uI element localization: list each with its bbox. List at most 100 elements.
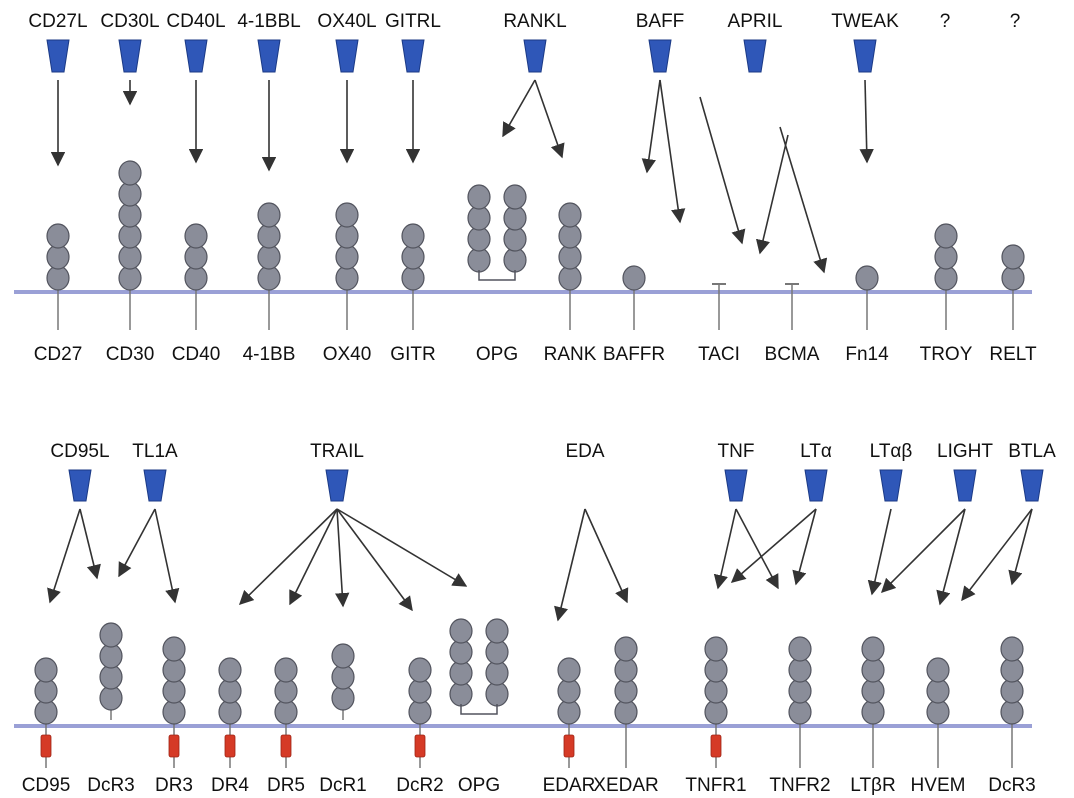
top-ligand-label-tweak: TWEAK: [831, 11, 899, 32]
top-receptor-label-rank: RANK: [544, 344, 597, 365]
bottom-receptor-label-dcr3: DcR3: [988, 775, 1036, 796]
top-ligand-label-cd30l: CD30L: [100, 11, 159, 32]
bottom-receptor-dr5-4: [274, 657, 298, 768]
bottom-receptor-dr4-3: [218, 657, 242, 768]
bottom-ligand-label-light: LIGHT: [937, 441, 993, 462]
receptor-domain: [118, 160, 142, 186]
bottom-receptor-tnfr2-11: [788, 636, 812, 768]
top-receptor-label-baffr: BAFFR: [603, 344, 665, 365]
top-receptor-label-opg: OPG: [476, 344, 518, 365]
death-domain: [563, 734, 575, 758]
bottom-binding-arrow-b3-s4: [238, 508, 338, 606]
death-domain: [280, 734, 292, 758]
receptor-domain: [622, 265, 646, 291]
bottom-receptor-label-edar: EDAR: [543, 775, 596, 796]
bottom-receptor-edar-8: [557, 657, 581, 768]
dimer-link: [478, 270, 516, 281]
receptor-domain: [467, 205, 491, 231]
dimer-link: [460, 704, 498, 715]
death-domain: [168, 734, 180, 758]
top-receptor-cd27-0: [46, 223, 70, 330]
bottom-binding-arrow-b3-s7: [336, 508, 413, 612]
top-receptor-label-relt: RELT: [989, 344, 1037, 365]
receptor-domain: [99, 622, 123, 648]
bottom-receptor-hvem-13: [926, 657, 950, 768]
bottom-receptor-opg-7: [449, 618, 509, 715]
top-ligand-label-4-1bbl: 4-1BBL: [237, 11, 300, 32]
bottom-receptor-label-cd95: CD95: [22, 775, 71, 796]
bottom-receptor-dcr3-1: [99, 622, 123, 720]
top-receptor-ox40-4: [335, 202, 359, 330]
bottom-receptor-dcr3-14: [1000, 636, 1024, 768]
receptor-domain: [184, 223, 208, 249]
bottom-ligand-icon-light: [953, 469, 977, 502]
bottom-receptor-tnfr1-10: [704, 636, 728, 768]
top-receptor-label-cd27: CD27: [34, 344, 83, 365]
bottom-receptor-cd95-0: [34, 657, 58, 768]
bottom-binding-arrow-b7-s13: [867, 508, 892, 596]
death-domain: [710, 734, 722, 758]
receptor-domain: [1000, 636, 1024, 662]
top-ligand-label-cd27l: CD27L: [28, 11, 87, 32]
top-receptor-label-fn14: Fn14: [845, 344, 889, 365]
top-receptor-label-bcma: BCMA: [765, 344, 820, 365]
receptors: [34, 160, 1025, 768]
bottom-ligand-icon-trail: [325, 469, 349, 502]
labels: CD27L CD30L CD40L 4-1BBL OX40L GITRL RANKL BAFF…: [22, 11, 1056, 796]
receptor-domain: [118, 244, 142, 270]
death-domain: [414, 734, 426, 758]
top-receptor-4-1bb-3: [257, 202, 281, 330]
receptor-domain: [788, 636, 812, 662]
bottom-binding-arrow-b8-s14: [936, 508, 966, 606]
top-ligand-icon-cd27l: [46, 39, 70, 73]
bottom-receptor-label-ltbetar: LTβR: [850, 775, 895, 796]
top-binding-arrow-l10-r12: [859, 79, 874, 164]
top-ligand-label-baff: BAFF: [636, 11, 685, 32]
bottom-binding-arrow-b2-s3: [154, 508, 180, 604]
receptor-domain: [118, 181, 142, 207]
receptor-domain: [503, 184, 527, 210]
bottom-ligand-label-tl1a: TL1A: [132, 441, 178, 462]
bottom-binding-arrow-b3-s8: [336, 508, 468, 587]
receptor-domain: [118, 202, 142, 228]
receptor-domain: [162, 636, 186, 662]
bottom-ligand-icon-ltalphabeta: [879, 469, 903, 502]
top-ligand-icon-baff: [648, 39, 672, 73]
receptor-domain: [46, 244, 70, 270]
top-binding-arrow-l9-r10: [755, 134, 789, 255]
top-ligand-label-april: APRIL: [728, 11, 783, 32]
receptor-domain: [558, 223, 582, 249]
top-binding-arrow-l7-r8: [534, 79, 565, 159]
receptor-domain: [467, 184, 491, 210]
receptor-domain: [335, 244, 359, 270]
receptor-domain: [274, 657, 298, 683]
top-ligand-icon-cd30l: [118, 39, 142, 73]
bottom-binding-arrow-b4-s9: [554, 508, 586, 622]
bottom-receptor-label-dr4: DR4: [211, 775, 249, 796]
receptor-domain: [218, 657, 242, 683]
receptor-domain: [184, 244, 208, 270]
receptor-domain: [861, 636, 885, 662]
bottom-receptor-label-xedar: XEDAR: [593, 775, 658, 796]
receptor-domain: [46, 223, 70, 249]
binding-arrows: [47, 79, 1033, 622]
receptor-domain: [401, 244, 425, 270]
top-receptor-label-cd40: CD40: [172, 344, 221, 365]
top-binding-arrow-l8-r10: [659, 79, 686, 224]
bottom-binding-arrow-b6-s12: [792, 508, 817, 586]
receptor-domain: [467, 247, 491, 273]
top-ligand-label-cd40l: CD40L: [166, 11, 225, 32]
bottom-ligand-icon-ltalpha: [804, 469, 828, 502]
top-receptor-label-gitr: GITR: [390, 344, 435, 365]
bottom-binding-arrow-b3-s5: [289, 508, 338, 606]
top-receptor-label-troy: TROY: [920, 344, 973, 365]
top-receptor-cd40-2: [184, 223, 208, 330]
bottom-binding-arrow-b4-s10: [584, 508, 629, 604]
bottom-binding-arrow-b8-s13: [880, 508, 966, 594]
bottom-ligand-label-ltalpha: LTα: [800, 441, 832, 462]
top-receptor-label-ox40: OX40: [323, 344, 372, 365]
top-binding-arrow-l8-r11: [699, 96, 746, 245]
receptor-domain: [558, 244, 582, 270]
receptor-domain: [449, 618, 473, 644]
